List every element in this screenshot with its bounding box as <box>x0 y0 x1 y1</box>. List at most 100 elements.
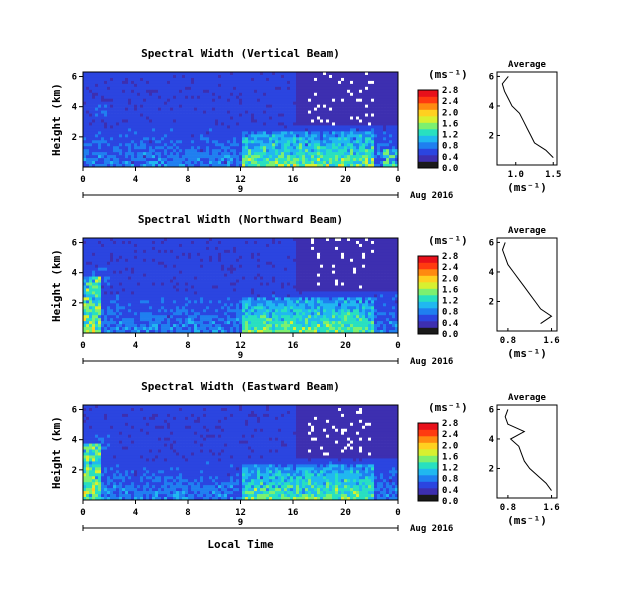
heatmap-cell <box>389 252 393 257</box>
heatmap-cell <box>269 164 273 168</box>
heatmap-cell <box>224 125 228 129</box>
heatmap-cell <box>203 77 207 82</box>
heatmap-cell <box>140 113 144 117</box>
heatmap-cell <box>350 255 354 260</box>
heatmap-cell <box>278 104 282 108</box>
heatmap-cell <box>368 258 372 263</box>
heatmap-cell <box>122 101 126 105</box>
heatmap-cell <box>212 264 216 268</box>
heatmap-cell <box>179 92 183 97</box>
heatmap-cell <box>176 249 180 254</box>
heatmap-cell <box>152 252 156 257</box>
heatmap-cell <box>332 155 336 159</box>
heatmap-cell <box>272 72 276 76</box>
heatmap-cell <box>182 252 186 257</box>
heatmap-cell <box>98 140 102 144</box>
heatmap-cell <box>266 252 270 257</box>
heatmap-cell <box>131 116 135 120</box>
heatmap-cell <box>275 86 279 91</box>
heatmap-cell <box>320 98 324 102</box>
heatmap-cell <box>155 125 159 129</box>
heatmap-cell <box>293 252 297 257</box>
heatmap-cell <box>215 74 219 79</box>
heatmap-cell <box>302 107 306 111</box>
heatmap-cell <box>206 134 210 138</box>
heatmap-cell <box>110 258 114 263</box>
heatmap-cell <box>380 86 384 91</box>
heatmap-cell <box>305 92 309 97</box>
heatmap-cell <box>350 149 354 153</box>
heatmap-cell <box>134 267 138 271</box>
heatmap-cell <box>344 246 348 251</box>
heatmap-cell <box>326 161 330 165</box>
heatmap-cell <box>350 110 354 114</box>
heatmap-cell <box>374 101 378 105</box>
heatmap-cell <box>332 122 336 126</box>
heatmap-cell <box>392 152 396 156</box>
heatmap-cell <box>296 152 300 156</box>
heatmap-cell <box>308 104 312 108</box>
heatmap-cell <box>314 77 318 82</box>
heatmap-cell <box>296 86 300 91</box>
heatmap-cell <box>353 95 357 100</box>
heatmap-cell <box>230 149 234 153</box>
heatmap-cell <box>104 143 108 147</box>
heatmap-cell <box>191 92 195 97</box>
heatmap-cell <box>335 92 339 97</box>
heatmap-cell <box>287 140 291 144</box>
heatmap-cell <box>371 273 375 277</box>
heatmap-cell <box>308 95 312 100</box>
heatmap-cell <box>209 240 213 245</box>
heatmap-cell <box>95 86 99 91</box>
heatmap-cell <box>224 273 228 277</box>
heatmap-cell <box>89 273 93 277</box>
heatmap-cell <box>242 134 246 138</box>
heatmap-cell <box>89 238 93 242</box>
heatmap-cell <box>395 270 399 274</box>
heatmap-cell <box>290 128 294 132</box>
heatmap-cell <box>254 72 258 76</box>
heatmap-cell <box>365 83 369 88</box>
heatmap-cell <box>290 252 294 257</box>
heatmap-cell <box>275 92 279 97</box>
heatmap-cell <box>254 128 258 132</box>
heatmap-cell <box>305 119 309 123</box>
heatmap-cell <box>302 83 306 88</box>
heatmap-cell <box>362 143 366 147</box>
heatmap-cell <box>95 98 99 102</box>
heatmap-cell <box>206 113 210 117</box>
heatmap-cell <box>248 267 252 271</box>
heatmap-cell <box>254 134 258 138</box>
heatmap-cell <box>161 152 165 156</box>
heatmap-cell <box>251 110 255 114</box>
heatmap-cell <box>143 122 147 126</box>
heatmap-cell <box>191 146 195 150</box>
heatmap-cell <box>371 95 375 100</box>
heatmap-cell <box>323 146 327 150</box>
heatmap-cell <box>302 101 306 105</box>
heatmap-cell <box>371 72 375 76</box>
heatmap-cell <box>326 143 330 147</box>
heatmap-cell <box>284 110 288 114</box>
heatmap-cell <box>275 238 279 242</box>
heatmap-cell <box>320 122 324 126</box>
heatmap-cell <box>377 279 381 283</box>
heatmap-cell <box>194 267 198 271</box>
heatmap-cell <box>296 164 300 168</box>
heatmap-cell <box>230 252 234 257</box>
heatmap-cell <box>299 246 303 251</box>
heatmap-cell <box>260 249 264 254</box>
heatmap-cell <box>146 267 150 271</box>
heatmap-cell <box>92 255 96 260</box>
heatmap-cell <box>293 119 297 123</box>
heatmap-cell <box>308 116 312 120</box>
heatmap-cell <box>266 276 270 280</box>
heatmap-cell <box>236 273 240 277</box>
heatmap-cell <box>203 72 207 76</box>
heatmap-cell <box>125 152 129 156</box>
heatmap-cell <box>395 107 399 111</box>
heatmap-cell <box>221 164 225 168</box>
heatmap-cell <box>374 279 378 283</box>
heatmap-cell <box>143 98 147 102</box>
heatmap-cell <box>371 240 375 245</box>
